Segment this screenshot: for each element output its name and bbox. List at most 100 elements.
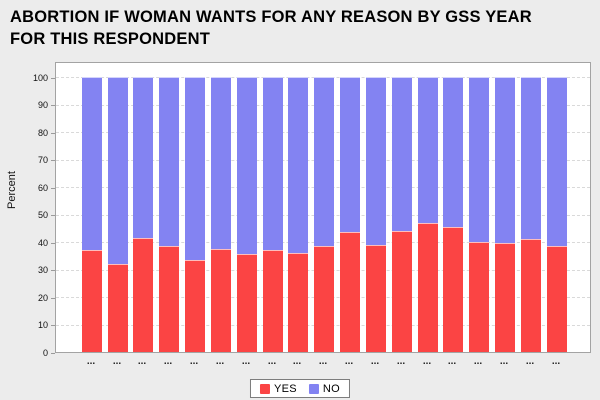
y-tick-label-50: 50 xyxy=(37,210,48,220)
y-tick-label-90: 90 xyxy=(37,100,48,110)
bar-segment-yes xyxy=(159,246,179,352)
bar-segment-no xyxy=(392,77,412,231)
bar-segment-yes xyxy=(133,237,153,352)
bar-group-14 xyxy=(418,77,438,352)
bar-segment-no xyxy=(159,77,179,247)
bar-segment-yes xyxy=(443,226,463,352)
y-tick-label-100: 100 xyxy=(32,72,48,83)
y-tick-label-70: 70 xyxy=(37,155,48,165)
bar-segment-yes xyxy=(108,264,128,352)
bar-segment-no xyxy=(547,77,567,247)
x-tick-label-16: ... xyxy=(473,356,483,367)
legend-label-no: NO xyxy=(322,382,341,395)
chart-title-line1: ABORTION IF WOMAN WANTS FOR ANY REASON B… xyxy=(10,8,532,26)
bar-segment-no xyxy=(521,77,541,240)
bar-group-11 xyxy=(340,77,360,352)
x-tick-label-4: ... xyxy=(163,356,173,367)
bar-segment-no xyxy=(495,77,515,244)
x-tick-label-17: ... xyxy=(499,356,509,367)
bar-segment-yes xyxy=(211,248,231,352)
bar-group-18 xyxy=(521,77,541,352)
bar-segment-yes xyxy=(392,231,412,352)
y-tick-label-60: 60 xyxy=(37,182,48,193)
y-tick-label-0: 0 xyxy=(42,347,48,358)
x-tick-label-13: ... xyxy=(396,356,406,367)
bar-group-7 xyxy=(237,77,257,352)
y-tick-mark-20 xyxy=(51,297,55,299)
y-tick-mark-50 xyxy=(51,215,55,216)
y-tick-mark-90 xyxy=(51,105,55,106)
y-tick-mark-0 xyxy=(51,352,55,354)
bar-segment-no xyxy=(340,77,360,233)
bar-segment-no xyxy=(469,77,489,242)
x-tick-label-7: ... xyxy=(241,356,251,367)
legend-label-yes: YES xyxy=(273,382,297,395)
y-tick-mark-60 xyxy=(51,187,55,189)
bar-group-3 xyxy=(133,77,153,352)
bar-segment-yes xyxy=(314,246,334,352)
y-tick-label-40: 40 xyxy=(37,237,48,248)
bar-segment-no xyxy=(366,77,386,245)
x-tick-label-12: ... xyxy=(370,356,380,367)
x-tick-label-14: ... xyxy=(422,356,432,367)
x-tick-label-2: ... xyxy=(112,356,122,367)
x-tick-label-6: ... xyxy=(215,356,225,367)
bar-segment-no xyxy=(108,77,128,264)
bar-group-8 xyxy=(263,77,283,352)
bar-segment-yes xyxy=(82,250,102,352)
bar-segment-no xyxy=(418,77,438,223)
bar-segment-no xyxy=(211,77,231,249)
bar-group-13 xyxy=(392,77,412,352)
chart-title: ABORTION IF WOMAN WANTS FOR ANY REASON B… xyxy=(10,6,595,50)
bar-group-12 xyxy=(366,77,386,352)
bar-segment-no xyxy=(133,77,153,238)
bar-group-2 xyxy=(108,77,128,352)
bar-segment-yes xyxy=(237,254,257,352)
bar-segment-yes xyxy=(340,232,360,352)
y-tick-label-20: 20 xyxy=(37,292,48,303)
bar-segment-yes xyxy=(521,239,541,352)
bar-segment-no xyxy=(185,77,205,260)
bar-group-15 xyxy=(443,77,463,352)
legend: YES NO xyxy=(249,379,351,398)
y-tick-mark-30 xyxy=(51,270,55,271)
bar-group-19 xyxy=(547,77,567,352)
bar-group-10 xyxy=(314,77,334,352)
bar-group-16 xyxy=(469,77,489,352)
x-tick-label-9: ... xyxy=(292,356,302,367)
bar-segment-yes xyxy=(263,250,283,352)
bar-segment-no xyxy=(288,77,308,253)
bar-segment-yes xyxy=(495,243,515,352)
bar-group-9 xyxy=(288,77,308,352)
bar-segment-no xyxy=(82,77,102,251)
bar-group-17 xyxy=(495,77,515,352)
x-tick-label-15: ... xyxy=(447,356,457,367)
plot-area xyxy=(55,62,591,353)
chart-title-line2: FOR THIS RESPONDENT xyxy=(10,30,210,48)
bar-group-6 xyxy=(211,77,231,352)
bar-segment-no xyxy=(237,77,257,255)
bar-group-5 xyxy=(185,77,205,352)
bar-segment-yes xyxy=(185,259,205,352)
x-tick-label-1: ... xyxy=(86,356,96,367)
y-tick-mark-70 xyxy=(51,160,55,161)
legend-swatch-yes xyxy=(259,383,270,394)
y-tick-label-30: 30 xyxy=(37,265,48,275)
x-tick-label-19: ... xyxy=(551,356,561,367)
y-tick-mark-10 xyxy=(51,325,55,326)
bar-segment-yes xyxy=(366,244,386,352)
y-tick-label-80: 80 xyxy=(37,127,48,138)
bar-segment-yes xyxy=(418,222,438,352)
y-tick-mark-80 xyxy=(51,132,55,134)
bar-segment-yes xyxy=(288,253,308,352)
x-tick-label-8: ... xyxy=(267,356,277,367)
x-tick-label-18: ... xyxy=(525,356,535,367)
bar-group-1 xyxy=(82,77,102,352)
bar-segment-yes xyxy=(469,242,489,352)
x-tick-label-11: ... xyxy=(344,356,354,367)
y-tick-label-10: 10 xyxy=(37,320,48,330)
bar-segment-no xyxy=(443,77,463,227)
x-tick-label-10: ... xyxy=(318,356,328,367)
bar-segment-no xyxy=(314,77,334,247)
